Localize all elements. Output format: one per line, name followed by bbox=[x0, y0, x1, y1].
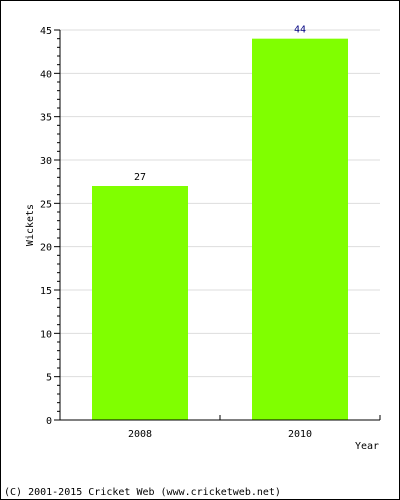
data-labels: 27 44 bbox=[134, 25, 306, 183]
y-tick-label: 30 bbox=[40, 156, 52, 167]
x-tick-label: 2010 bbox=[288, 429, 312, 440]
y-tick-label: 35 bbox=[40, 113, 52, 124]
y-tick-label: 25 bbox=[40, 199, 52, 210]
data-label: 27 bbox=[134, 172, 146, 183]
y-tick-label: 10 bbox=[40, 329, 52, 340]
bar-2008 bbox=[92, 186, 188, 420]
y-tick-label: 45 bbox=[40, 26, 52, 37]
x-axis-title: Year bbox=[355, 441, 379, 452]
x-tick-label: 2008 bbox=[128, 429, 152, 440]
axes: 0 5 10 15 20 25 30 35 40 45 2008 2010 bbox=[40, 26, 381, 440]
y-tick-label: 0 bbox=[46, 416, 52, 427]
bars bbox=[92, 38, 348, 421]
bar-2010 bbox=[252, 38, 348, 421]
y-tick-label: 40 bbox=[40, 69, 52, 80]
y-tick-label: 20 bbox=[40, 243, 52, 254]
copyright-footer: (C) 2001-2015 Cricket Web (www.cricketwe… bbox=[4, 487, 281, 498]
y-tick-label: 15 bbox=[40, 286, 52, 297]
data-label: 44 bbox=[294, 25, 306, 36]
y-tick-label: 5 bbox=[46, 373, 52, 384]
y-axis-title: Wickets bbox=[25, 204, 36, 246]
